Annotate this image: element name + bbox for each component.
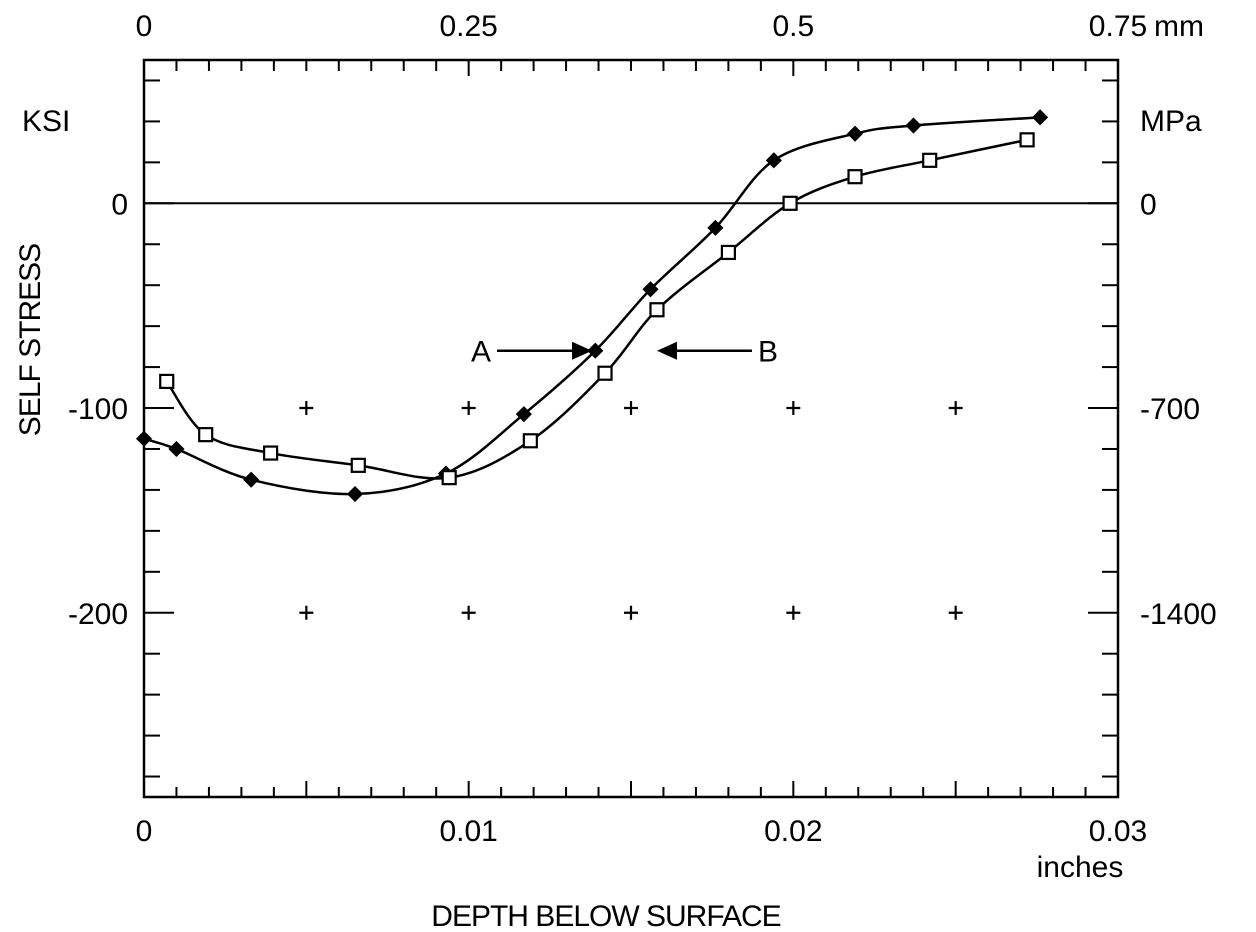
- x-bottom-tick-label: 0.01: [439, 815, 497, 848]
- diamond-point: [243, 471, 260, 488]
- grid-cross: [461, 401, 476, 416]
- y-right-unit: MPa: [1140, 105, 1202, 138]
- grid-cross: [624, 401, 638, 416]
- square-point: [782, 195, 798, 211]
- square-point: [649, 302, 665, 318]
- square-point: [263, 445, 279, 461]
- y-left-tick-label: -100: [68, 393, 128, 426]
- grid-cross: [461, 605, 476, 620]
- diamond-point: [765, 152, 782, 169]
- diamond-point: [587, 342, 604, 359]
- square-point: [159, 373, 175, 390]
- diamond-point: [1032, 109, 1049, 126]
- square-point: [1019, 132, 1035, 148]
- diamond-point: [515, 406, 532, 423]
- annotation-label: B: [758, 336, 778, 369]
- y-right-tick-label: 0: [1140, 188, 1157, 221]
- annotation-arrowhead: [572, 341, 593, 360]
- grid-cross: [948, 401, 963, 416]
- grid-cross: [786, 401, 801, 416]
- square-point: [522, 433, 538, 449]
- grid-cross: [786, 605, 801, 620]
- x-bottom-tick-label: 0: [136, 815, 153, 848]
- grid-cross: [299, 401, 314, 416]
- y-right-tick-label: -1400: [1140, 598, 1217, 631]
- diamond-point: [135, 430, 153, 447]
- diamond-point: [168, 440, 185, 458]
- square-point: [720, 244, 737, 261]
- x-axis-title: DEPTH BELOW SURFACE: [431, 900, 780, 932]
- y-left-tick-label: -200: [68, 598, 128, 631]
- y-axis-title: SELF STRESS: [14, 244, 47, 436]
- diamond-point: [707, 219, 724, 236]
- diamond-point: [905, 117, 922, 134]
- series-line-square: [165, 138, 1028, 480]
- grid-cross: [948, 605, 963, 620]
- x-bottom-tick-label: 0.03: [1089, 815, 1147, 848]
- square-point: [597, 365, 613, 381]
- grid-cross: [624, 605, 638, 620]
- square-point: [350, 457, 366, 473]
- series-line-diamond: [143, 116, 1041, 496]
- x-bottom-tick-label: 0.02: [764, 815, 822, 848]
- x-top-tick-label: 0: [136, 10, 153, 43]
- square-point: [922, 152, 938, 168]
- annotation-label: A: [471, 336, 491, 369]
- y-right-tick-label: -700: [1140, 393, 1200, 426]
- annotation-arrowhead: [656, 341, 677, 360]
- x-top-tick-label: 0.5: [772, 10, 814, 43]
- diamond-point: [346, 485, 364, 503]
- y-left-tick-label: 0: [111, 188, 128, 221]
- x-top-unit: mm: [1154, 10, 1204, 43]
- diamond-point: [642, 281, 659, 298]
- plot-frame: [142, 58, 1120, 799]
- square-point: [198, 427, 214, 443]
- grid-cross: [299, 605, 314, 620]
- x-bottom-unit: inches: [1037, 851, 1124, 884]
- y-left-unit: KSI: [22, 105, 70, 138]
- diamond-point: [846, 125, 864, 142]
- x-top-tick-label: 0.25: [439, 10, 497, 43]
- square-point: [847, 169, 863, 185]
- x-top-tick-label: 0.75: [1089, 10, 1147, 43]
- square-point: [441, 470, 457, 486]
